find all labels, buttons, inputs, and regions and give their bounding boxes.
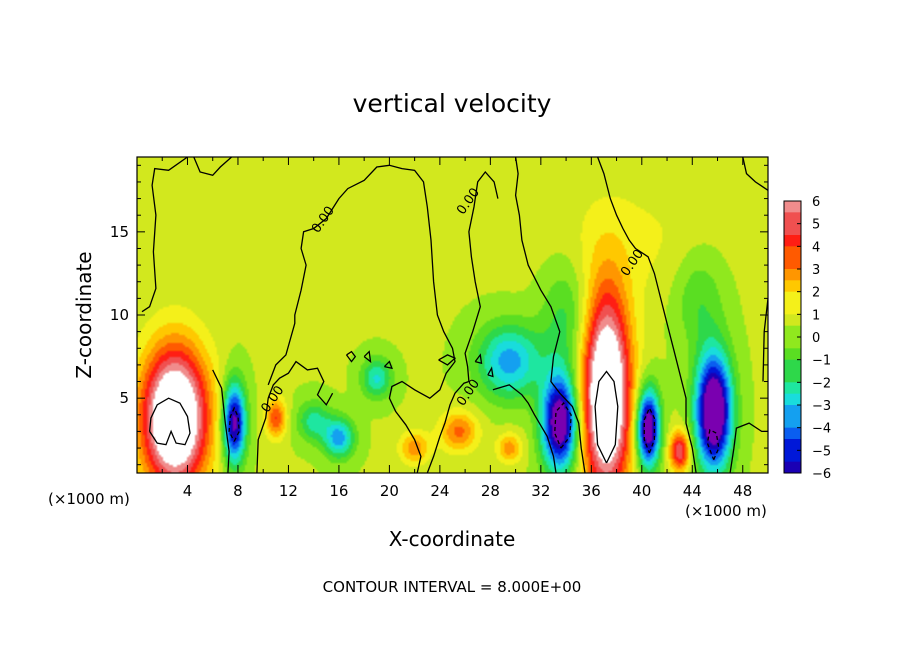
contour-line-8 [212, 369, 230, 473]
colorbar-cell-7 [784, 280, 801, 293]
colorbar-tick-label-10: −4 [812, 422, 831, 437]
x-tick-label-28: 28 [481, 482, 500, 500]
colorbar-tick-label-8: −2 [812, 376, 831, 391]
x-unit-right: (×1000 m) [685, 502, 767, 520]
colorbar-cell-15 [784, 371, 801, 383]
x-axis-ticks: 4 8 12 16 20 24 28 32 36 40 44 48 [161, 157, 752, 500]
colorbar-tick-label-1: 5 [812, 218, 820, 233]
contour-interval-note: CONTOUR INTERVAL = 8.000E+00 [323, 578, 582, 596]
x-tick-label-4: 4 [183, 482, 193, 500]
colorbar-tick-label-6: 0 [812, 331, 820, 346]
colorbar-tick-label-5: 1 [812, 308, 820, 323]
colorbar-cells [784, 201, 801, 474]
contour-line-13 [514, 157, 586, 473]
contour-line-1 [594, 370, 619, 464]
contour-line-3 [554, 402, 572, 449]
colorbar-cell-10 [784, 314, 801, 327]
colorbar-cell-2 [784, 223, 801, 236]
x-tick-label-16: 16 [329, 482, 348, 500]
x-tick-label-40: 40 [632, 482, 651, 500]
colorbar-cell-5 [784, 257, 801, 270]
colorbar-cell-9 [784, 303, 801, 315]
colorbar: 6 5 4 3 2 1 0 −1 −2 −3 −4 −5 −6 [783, 195, 831, 482]
x-tick-label-44: 44 [683, 482, 702, 500]
y-tick-label-10: 10 [110, 306, 129, 324]
contour-line-10 [267, 164, 456, 473]
colorbar-tick-label-7: −1 [812, 354, 831, 369]
contour-line-6 [141, 157, 188, 313]
x-tick-label-36: 36 [582, 482, 601, 500]
colorbar-cell-0 [784, 201, 801, 213]
colorbar-tick-label-3: 3 [812, 263, 820, 278]
colorbar-cell-3 [784, 235, 801, 247]
colorbar-cell-20 [784, 427, 801, 440]
chart-title: vertical velocity [353, 89, 552, 118]
colorbar-cell-22 [784, 450, 801, 463]
contour-line-14 [596, 157, 697, 473]
contour-line-4 [643, 406, 656, 454]
y-tick-label-5: 5 [119, 389, 129, 407]
colorbar-cell-18 [784, 405, 801, 417]
plot-area: 0.000.000.000.000.00 4 8 12 16 20 24 28 32 36 40 4… [110, 156, 769, 500]
colorbar-cell-12 [784, 337, 801, 349]
y-tick-label-15: 15 [110, 223, 129, 241]
colorbar-cell-19 [784, 416, 801, 429]
contour-lines [141, 157, 768, 473]
colorbar-cell-17 [784, 393, 801, 406]
colorbar-cell-8 [784, 291, 801, 304]
contour-line-16 [742, 157, 768, 191]
contour-line-5 [706, 428, 720, 460]
colorbar-tick-label-11: −5 [812, 444, 831, 459]
y-axis-ticks: 5 10 15 [110, 164, 768, 466]
colorbar-tick-label-4: 2 [812, 286, 820, 301]
contour-line-15 [729, 422, 768, 473]
x-axis-label: X-coordinate [389, 527, 516, 551]
contour-line-12 [492, 384, 557, 473]
colorbar-cell-11 [784, 325, 801, 338]
contour-line-23 [487, 366, 494, 378]
x-unit-left: (×1000 m) [48, 490, 130, 508]
colorbar-cell-16 [784, 382, 801, 395]
colorbar-cell-1 [784, 212, 801, 225]
contour-line-0 [148, 397, 191, 446]
colorbar-cell-4 [784, 246, 801, 259]
contour-line-21 [438, 354, 457, 366]
x-tick-label-48: 48 [733, 482, 752, 500]
colorbar-cell-21 [784, 439, 801, 451]
colorbar-ticks: 6 5 4 3 2 1 0 −1 −2 −3 −4 −5 −6 [797, 195, 831, 482]
contour-line-18 [345, 350, 357, 363]
contour-line-22 [474, 353, 483, 365]
colorbar-tick-label-9: −3 [812, 399, 831, 414]
colorbar-cell-13 [784, 348, 801, 361]
x-tick-label-8: 8 [233, 482, 243, 500]
heatmap-field [137, 157, 768, 473]
contour-line-9 [256, 360, 334, 473]
x-tick-label-20: 20 [380, 482, 399, 500]
contour-line-2 [228, 406, 240, 442]
y-axis-label: Z-coordinate [72, 251, 96, 378]
contour-line-11 [426, 170, 499, 473]
colorbar-tick-label-2: 4 [812, 240, 820, 255]
colorbar-tick-label-12: −6 [812, 467, 831, 482]
x-tick-label-12: 12 [279, 482, 298, 500]
colorbar-cell-14 [784, 359, 801, 372]
x-tick-label-24: 24 [430, 482, 449, 500]
colorbar-cell-6 [784, 269, 801, 281]
colorbar-tick-label-0: 6 [812, 195, 820, 210]
colorbar-cell-23 [784, 461, 801, 474]
x-tick-label-32: 32 [531, 482, 550, 500]
contour-line-19 [363, 350, 372, 364]
contour-line-7 [193, 157, 233, 177]
contour-line-20 [383, 360, 393, 370]
